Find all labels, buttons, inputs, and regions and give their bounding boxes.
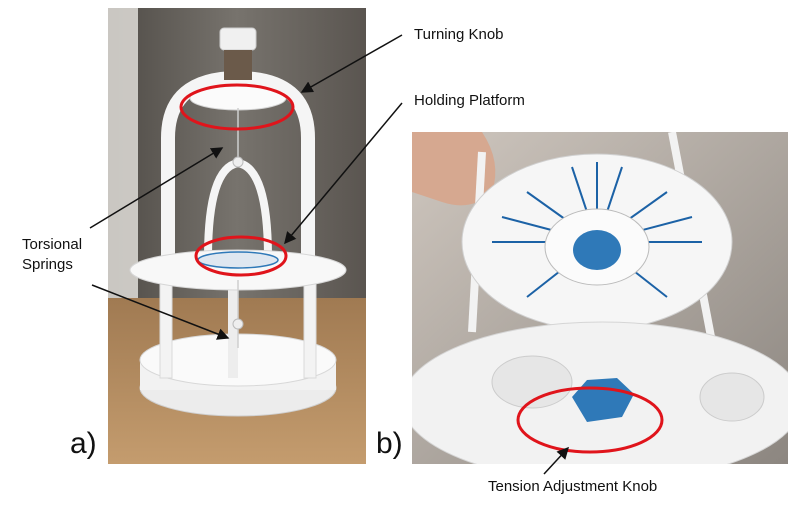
- post: [228, 278, 238, 378]
- photo-a: [108, 8, 366, 464]
- label-holding-platform: Holding Platform: [414, 92, 525, 109]
- turning-knob-cap: [219, 27, 257, 51]
- label-turning-knob: Turning Knob: [414, 26, 504, 43]
- holding-platform-disc: [197, 251, 279, 269]
- photo-a-illustration: [108, 8, 366, 464]
- label-torsional-springs-line2: Springs: [22, 256, 73, 273]
- photo-b-illustration: [412, 132, 788, 464]
- panel-label-a: a): [70, 427, 97, 460]
- center-hub-blue: [573, 230, 621, 270]
- turning-knob-spring: [224, 50, 252, 80]
- spring-clip: [232, 318, 244, 330]
- label-tension-knob: Tension Adjustment Knob: [488, 478, 658, 495]
- panel-label-b: b): [376, 427, 403, 460]
- hand: [412, 132, 496, 206]
- foot: [699, 372, 765, 422]
- door-frame: [108, 8, 138, 308]
- photo-b: [412, 132, 788, 464]
- top-bracket: [189, 85, 287, 111]
- label-torsional-springs-line1: Torsional: [22, 236, 83, 253]
- foot: [491, 355, 573, 409]
- spring-clip: [232, 156, 244, 168]
